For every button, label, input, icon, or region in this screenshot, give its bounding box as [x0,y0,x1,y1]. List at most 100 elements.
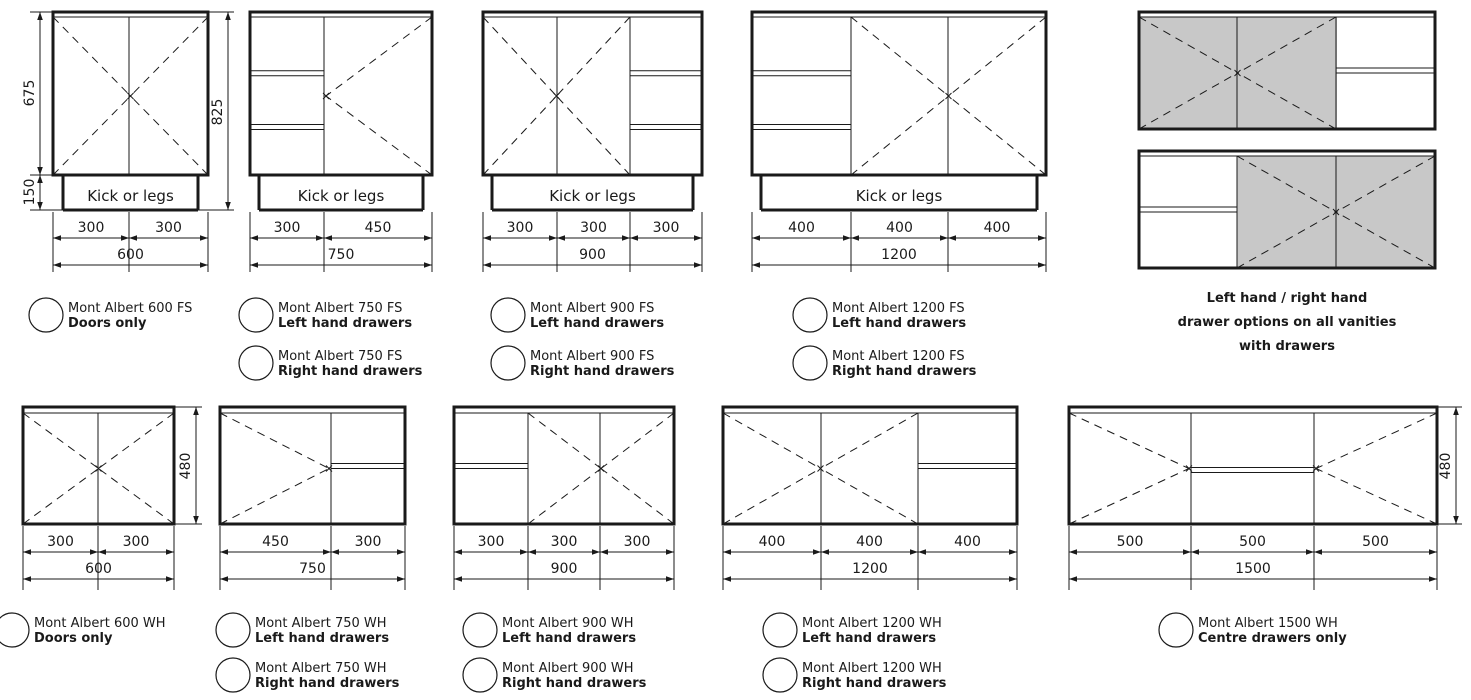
dimension-label: 1200 [852,561,888,577]
drawer-side-option-right [1137,149,1437,270]
option-checkbox[interactable] [792,345,828,381]
door-diagonal [1236,211,1337,269]
door-hinge-mark [553,92,560,100]
width-dimension: 450 300 [220,534,405,555]
height-label: 480 [178,453,194,480]
kick-panel: Kick or legs [257,175,425,212]
option-checkbox[interactable] [0,612,30,648]
width-dimension: 1500 [1069,561,1437,582]
height-dimensions-fs: 675 150 825 [22,11,234,211]
door-opening-lines [1312,412,1438,525]
dimension-label: 600 [85,561,112,577]
door-diagonal [527,468,602,525]
option-checkbox[interactable] [490,297,526,333]
door-diagonal [130,16,209,97]
door-diagonal [1236,155,1337,213]
option-checkbox[interactable] [792,297,828,333]
width-dimension: 400 400 400 [723,534,1017,555]
height-label: 480 [1438,453,1454,480]
option-checkbox[interactable] [215,657,251,693]
door-opening-lines [1236,155,1436,269]
cabinet-body [452,405,676,526]
option-checkbox[interactable] [238,345,274,381]
option-checkbox[interactable] [490,345,526,381]
option-checkbox[interactable] [238,297,274,333]
option-checkbox[interactable] [762,657,798,693]
option-checkbox[interactable] [215,612,251,648]
height-label: 150 [22,179,38,206]
option-checkbox[interactable] [762,612,798,648]
option-description: Left hand drawers [832,316,966,331]
dimension-label: 400 [856,534,883,550]
option-checkbox[interactable] [1158,612,1194,648]
door-diagonal [98,468,175,525]
option-checkbox[interactable] [462,657,498,693]
door-hinge-mark [1332,208,1340,216]
option-description: Left hand drawers [255,631,389,646]
door-diagonal [1237,16,1337,74]
dimension-label: 300 [123,534,150,550]
dimension-label: 300 [507,220,534,236]
width-dimension: 1200 [723,561,1017,582]
width-dimension: 300 300 300 [483,220,702,241]
width-dimension: 600 [23,561,174,582]
option-description: Doors only [68,316,147,331]
door-diagonal [600,468,675,525]
door-diagonal [820,468,919,525]
door-diagonal [722,468,821,525]
option-name: Mont Albert 1200 WH [802,616,942,631]
door-opening-lines [850,16,1047,176]
door-diagonal [1335,155,1436,213]
door-hinge-mark [597,465,605,472]
width-dimension: 300 300 [53,220,208,241]
option-description: Left hand drawers [278,316,412,331]
option-description: Right hand drawers [802,676,947,691]
door-diagonal [722,412,821,469]
door-diagonal [1237,72,1337,130]
door-diagonal [1315,468,1438,525]
vanity-fs-fs600: Kick or legs 300 300 600 Mont Albert 600 FSD… [28,10,210,333]
door-opening-lines [527,412,675,525]
door-diagonal [556,16,631,97]
option-checkbox[interactable] [462,612,498,648]
door-hinge-mark [322,92,330,100]
drawer-fronts [630,70,702,130]
option-checkbox[interactable] [28,297,64,333]
dimension-label: 300 [478,534,505,550]
door-diagonal [22,468,99,525]
option-name: Mont Albert 750 WH [255,661,387,676]
dimension-label: 300 [78,220,105,236]
height-label: 675 [22,80,38,107]
door-opening-lines [322,16,433,176]
dimension-label: 400 [984,220,1011,236]
vanity-fs-fs1200: Kick or legs 400 400 400 1200 Mont Albert 120… [750,10,1048,381]
kick-panel: Kick or legs [490,175,695,212]
option-description: Right hand drawers [502,676,647,691]
option-name: Mont Albert 900 FS [530,301,654,316]
door-diagonal [482,95,557,176]
dimension-label: 300 [355,534,382,550]
door-diagonal [130,95,209,176]
note-line: with drawers [1239,339,1335,354]
kick-label: Kick or legs [549,187,636,205]
dimension-label: 1200 [881,247,917,263]
door-hinge-mark [325,465,333,472]
